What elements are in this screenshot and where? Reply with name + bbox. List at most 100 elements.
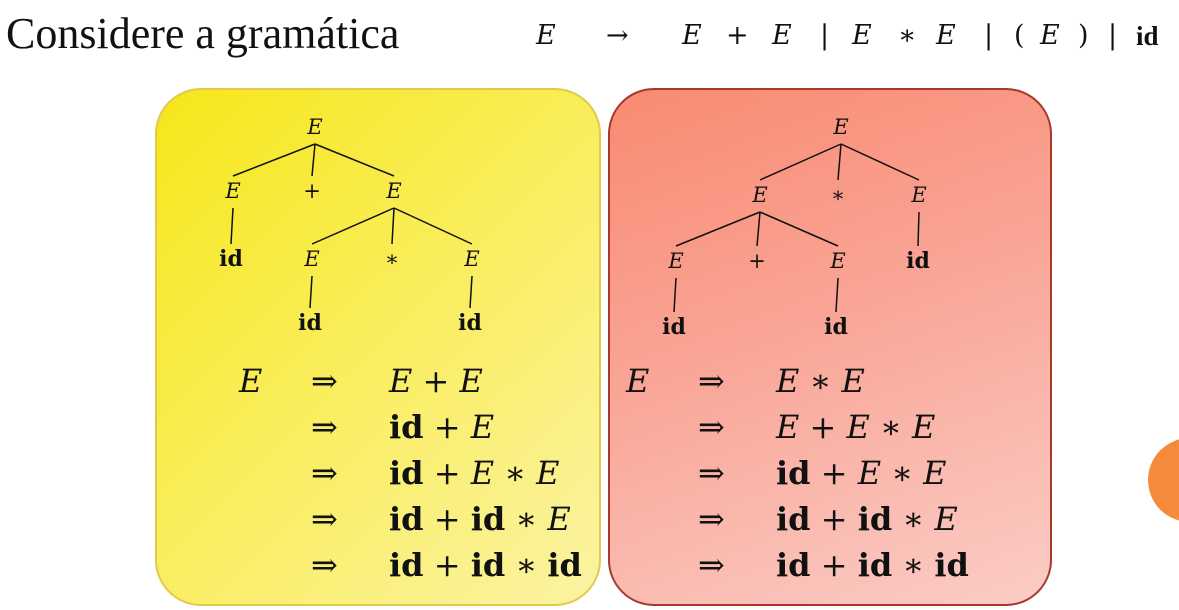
derivation-symbol: ∗ <box>494 454 537 492</box>
tree-node: id <box>824 314 848 340</box>
derivation-symbol: ∗ <box>799 362 842 400</box>
grammar-token: E <box>852 20 872 51</box>
derivation-symbol: ∗ <box>892 546 935 584</box>
grammar-token: | <box>1108 20 1118 51</box>
grammar-token: E <box>936 20 956 51</box>
grammar-token: | <box>984 20 994 51</box>
derivation-symbol: + <box>810 500 858 538</box>
tree-edge <box>230 207 234 245</box>
derivation-step: ⇒ id + E <box>239 408 599 454</box>
tree-node: E <box>832 115 848 139</box>
tree-node: + <box>748 249 766 273</box>
derivation-rhs: E ∗ E <box>776 362 865 400</box>
tree-edge <box>835 277 839 313</box>
grammar-token: + <box>726 20 749 51</box>
derives-arrow: ⇒ <box>311 408 338 446</box>
derivation-step: ⇒ id + E ∗ E <box>239 454 599 500</box>
derivation-symbol: + <box>423 546 471 584</box>
grammar-token: ( <box>1014 20 1025 51</box>
tree-node: id <box>298 310 322 336</box>
derives-arrow: ⇒ <box>698 362 725 400</box>
derivation-rhs: id + id ∗ id <box>389 546 582 584</box>
derives-arrow: ⇒ <box>311 546 338 584</box>
tree-edge <box>314 143 395 177</box>
decorative-circle <box>1148 438 1179 522</box>
derivation-symbol: ∗ <box>505 500 548 538</box>
derivation-symbol: E <box>934 500 958 538</box>
grammar-token: ) <box>1078 20 1089 51</box>
derivation-symbol: id <box>776 454 811 492</box>
derivation-symbol: E <box>459 362 483 400</box>
derivation-lhs: E <box>239 362 263 400</box>
title-lead: Considere a gramática <box>6 9 400 58</box>
derives-arrow: ⇒ <box>311 500 338 538</box>
derivation-symbol: E <box>470 454 495 492</box>
derivation-symbol: id <box>470 500 506 538</box>
tree-node: id <box>219 246 243 272</box>
grammar-token: E <box>682 20 702 51</box>
tree-node: E <box>463 247 479 271</box>
derivation-symbol: + <box>423 500 471 538</box>
derivation-rhs: id + E <box>389 408 494 446</box>
grammar-token: E <box>772 20 792 51</box>
tree-edge <box>469 275 473 309</box>
grammar-title: Considere a gramática E → E + E | E ∗ E … <box>6 6 1176 62</box>
derivation-rhs: id + E ∗ E <box>776 454 947 492</box>
derivation-symbol: id <box>857 500 893 538</box>
tree-node: E <box>667 249 683 273</box>
grammar-token: E <box>1040 20 1060 51</box>
tree-node: E <box>224 179 240 203</box>
derivation-symbol: id <box>776 546 811 584</box>
derivation-symbol: id <box>934 546 969 584</box>
derivation-symbol: id <box>389 454 424 492</box>
derives-arrow: ⇒ <box>311 454 338 492</box>
derivation-lhs: E <box>626 362 650 400</box>
tree-edge <box>232 143 316 177</box>
derivation-symbol: + <box>423 454 471 492</box>
derivation-symbol: + <box>810 454 858 492</box>
derivation-symbol: + <box>799 408 847 446</box>
derivation-rhs: id + id ∗ id <box>776 546 969 584</box>
derivation-step: ⇒ id + E ∗ E <box>626 454 1006 500</box>
derivation-rhs: id + E ∗ E <box>389 454 560 492</box>
tree-edge <box>391 207 395 245</box>
derivation-step: E ⇒ E ∗ E <box>626 362 1006 408</box>
derives-arrow: ⇒ <box>698 546 725 584</box>
tree-edge <box>917 211 920 247</box>
tree-edge <box>759 143 842 181</box>
derivation-symbol: ∗ <box>881 454 924 492</box>
tree-node: ∗ <box>385 247 399 271</box>
derivation-symbol: E <box>470 408 495 446</box>
tree-node: id <box>662 314 686 340</box>
tree-node: E <box>306 115 322 139</box>
tree-node: id <box>906 248 930 274</box>
derivation-symbol: E <box>776 362 800 400</box>
tree-edge <box>675 211 761 247</box>
derivation-step: ⇒ E + E ∗ E <box>626 408 1006 454</box>
derivation-symbol: E <box>536 454 560 492</box>
left-parse-tree: E E + Eid E ∗ Eid id <box>219 115 482 336</box>
derives-arrow: ⇒ <box>698 500 725 538</box>
derivation-symbol: ∗ <box>505 546 548 584</box>
grammar-token: id <box>1136 21 1159 51</box>
tree-node: E <box>303 247 319 271</box>
derivation-symbol: + <box>423 408 471 446</box>
derivation-symbol: id <box>389 500 424 538</box>
derivation-symbol: id <box>547 546 582 584</box>
tree-node: E <box>385 179 401 203</box>
derivation-symbol: E <box>923 454 947 492</box>
derivation-symbol: E <box>776 408 800 446</box>
derivation-symbol: E <box>841 362 865 400</box>
derivation-step: ⇒ id + id ∗ id <box>239 546 599 592</box>
derivation-rhs: E + E <box>389 362 483 400</box>
grammar-token: → <box>606 20 629 51</box>
derivation-symbol: E <box>857 454 882 492</box>
tree-node: id <box>458 310 482 336</box>
derivation-step: ⇒ id + id ∗ id <box>626 546 1006 592</box>
derivation-step: ⇒ id + id ∗ E <box>239 500 599 546</box>
derivation-rhs: E + E ∗ E <box>776 408 935 446</box>
derivation-symbol: + <box>412 362 460 400</box>
grammar-token: E <box>536 20 556 51</box>
